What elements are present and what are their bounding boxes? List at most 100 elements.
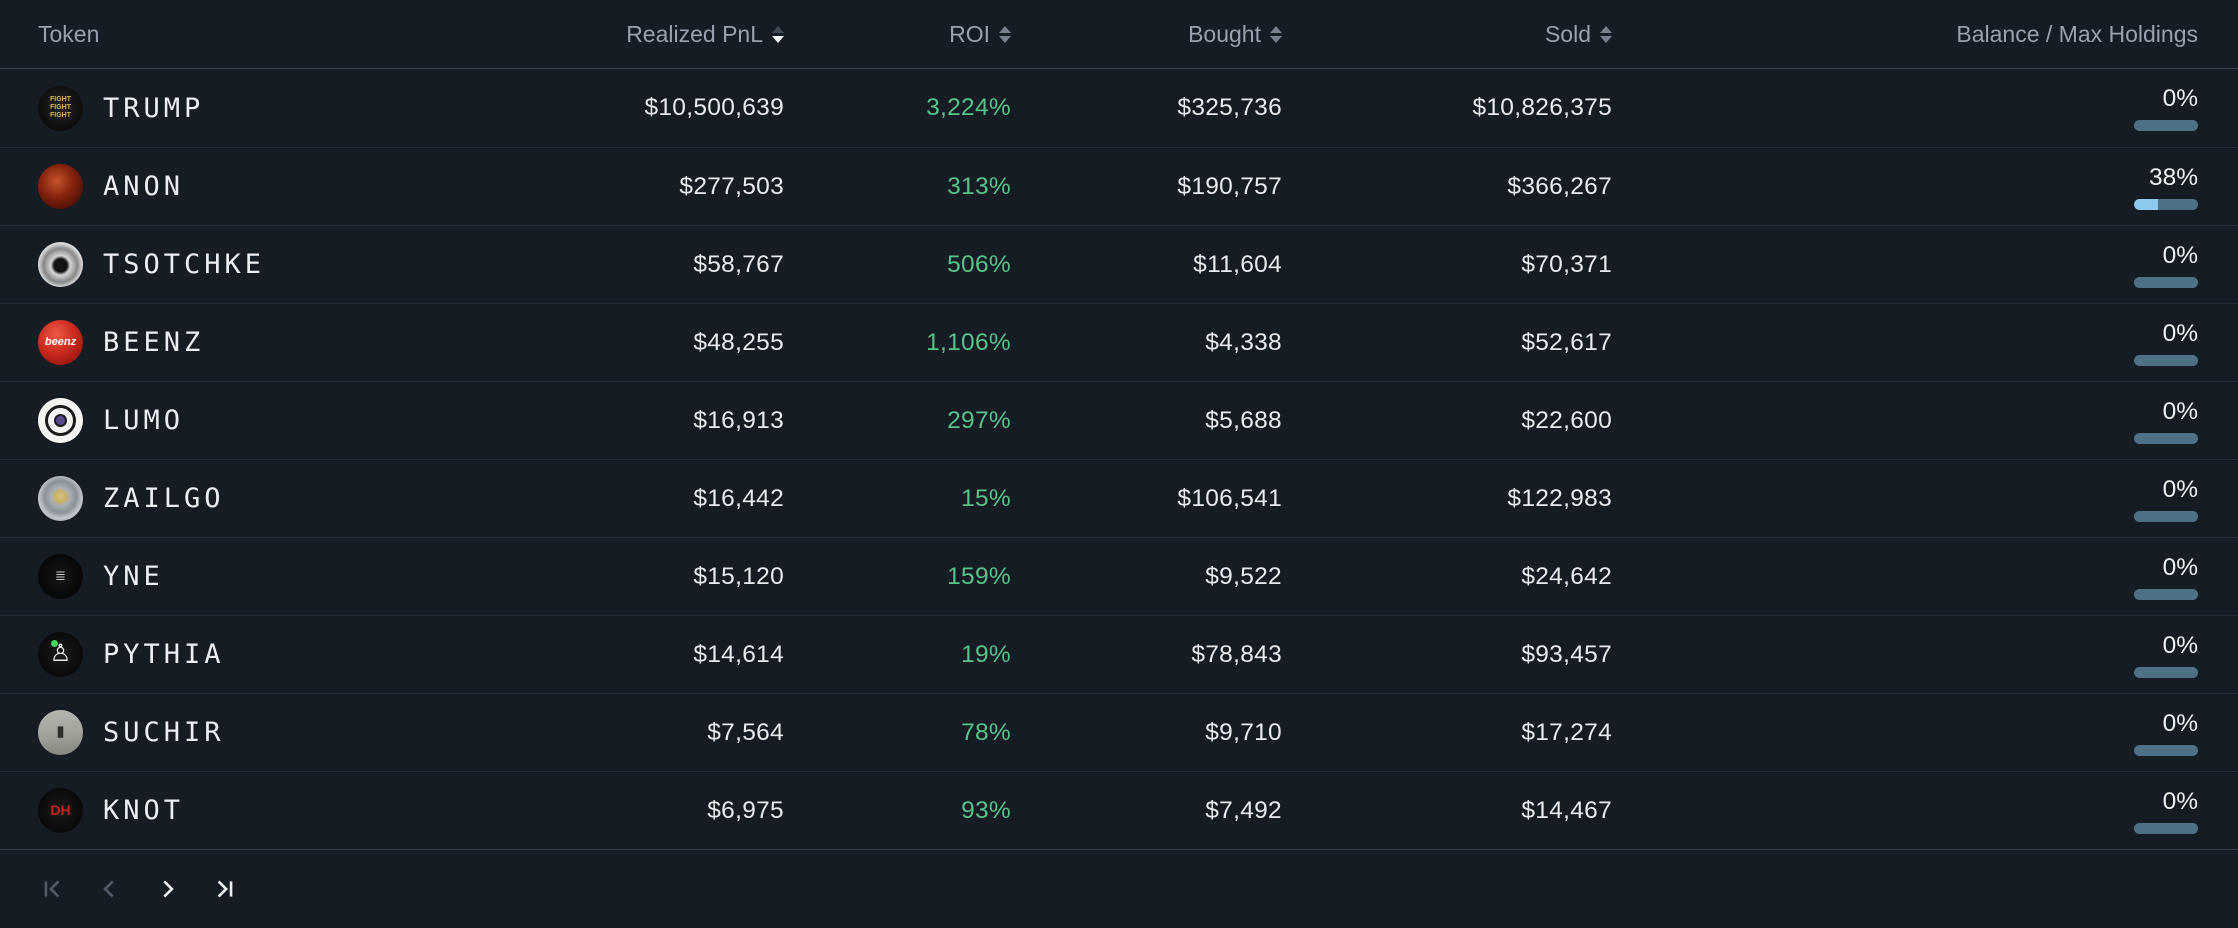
token-icon	[38, 398, 83, 443]
roi-value: 19%	[961, 640, 1011, 668]
roi-value: 93%	[961, 796, 1011, 824]
balance-cell: 38%	[1612, 164, 2198, 210]
token-cell: DH KNOT	[38, 788, 438, 833]
sold-value: $70,371	[1521, 250, 1612, 278]
realized-pnl-value: $14,614	[693, 640, 784, 668]
token-cell: LUMO	[38, 398, 438, 443]
table-row[interactable]: ≣ YNE $15,120 159% $9,522 $24,642 0%	[0, 537, 2238, 615]
bought-value: $106,541	[1177, 484, 1282, 512]
token-icon	[38, 476, 83, 521]
column-header-balance-max-holdings: Balance / Max Holdings	[1612, 21, 2198, 48]
balance-bar	[2134, 666, 2198, 678]
table-row[interactable]: TSOTCHKE $58,767 506% $11,604 $70,371 0%	[0, 225, 2238, 303]
column-header-label: Bought	[1188, 20, 1261, 47]
roi-value: 78%	[961, 718, 1011, 746]
token-cell: ▮ SUCHIR	[38, 710, 438, 755]
sort-icon	[1270, 25, 1282, 43]
sold-value: $14,467	[1521, 796, 1612, 824]
prev-page-button[interactable]	[97, 876, 123, 902]
column-header-token: Token	[38, 21, 438, 48]
sold-value: $366,267	[1507, 172, 1612, 200]
table-row[interactable]: ZAILGO $16,442 15% $106,541 $122,983 0%	[0, 459, 2238, 537]
balance-bar	[2134, 588, 2198, 600]
balance-cell: 0%	[1612, 242, 2198, 288]
token-cell: ZAILGO	[38, 476, 438, 521]
token-cell: ≣ YNE	[38, 554, 438, 599]
table-row[interactable]: ▮ SUCHIR $7,564 78% $9,710 $17,274 0%	[0, 693, 2238, 771]
balance-percent: 0%	[2162, 241, 2198, 269]
realized-pnl-value: $15,120	[693, 562, 784, 590]
bought-value: $78,843	[1191, 640, 1282, 668]
column-header-label: Balance / Max Holdings	[1956, 20, 2198, 47]
next-page-button[interactable]	[154, 876, 180, 902]
token-cell: ANON	[38, 164, 438, 209]
chevron-left-icon	[103, 880, 114, 898]
roi-value: 297%	[947, 406, 1011, 434]
realized-pnl-value: $6,975	[707, 796, 784, 824]
balance-percent: 0%	[2162, 631, 2198, 659]
sold-value: $122,983	[1507, 484, 1612, 512]
sort-icon	[1600, 25, 1612, 43]
token-name: TSOTCHKE	[103, 249, 266, 280]
realized-pnl-value: $16,442	[693, 484, 784, 512]
balance-cell: 0%	[1612, 554, 2198, 600]
table-row[interactable]: ♙ PYTHIA $14,614 19% $78,843 $93,457 0%	[0, 615, 2238, 693]
column-header-label: Realized PnL	[626, 20, 763, 47]
balance-cell: 0%	[1612, 398, 2198, 444]
balance-percent: 0%	[2162, 709, 2198, 737]
token-name: BEENZ	[103, 327, 205, 358]
column-header-label: Token	[38, 20, 100, 47]
pagination	[0, 849, 2238, 928]
realized-pnl-value: $10,500,639	[644, 94, 784, 121]
balance-cell: 0%	[1612, 632, 2198, 678]
balance-bar	[2134, 276, 2198, 288]
balance-bar	[2134, 432, 2198, 444]
realized-pnl-value: $16,913	[693, 406, 784, 434]
bought-value: $9,710	[1205, 718, 1282, 746]
column-header-roi[interactable]: ROI	[784, 21, 1011, 48]
table-row[interactable]: DH KNOT $6,975 93% $7,492 $14,467 0%	[0, 771, 2238, 849]
first-page-button[interactable]	[40, 876, 66, 902]
chevron-right-icon	[163, 880, 174, 898]
token-name: TRUMP	[103, 92, 205, 124]
sold-value: $17,274	[1521, 718, 1612, 746]
roi-value: 506%	[947, 250, 1011, 278]
roi-value: 1,106%	[926, 328, 1011, 356]
table-row[interactable]: beenz BEENZ $48,255 1,106% $4,338 $52,61…	[0, 303, 2238, 381]
balance-percent: 0%	[2162, 397, 2198, 425]
column-header-sold[interactable]: Sold	[1282, 21, 1612, 48]
table-header: Token Realized PnL ROI Bought Sold Balan…	[0, 0, 2238, 69]
roi-value: 313%	[947, 172, 1011, 200]
balance-bar-fill	[2134, 198, 2159, 210]
token-icon: beenz	[38, 320, 83, 365]
token-cell: FIGHT FIGHT FIGHT TRUMP	[38, 85, 438, 131]
column-header-bought[interactable]: Bought	[1011, 21, 1282, 48]
bought-value: $7,492	[1205, 796, 1282, 824]
column-header-realized-pnl[interactable]: Realized PnL	[438, 21, 784, 48]
last-page-button[interactable]	[211, 876, 237, 902]
token-name: LUMO	[103, 405, 185, 436]
sold-value: $24,642	[1521, 562, 1612, 590]
balance-cell: 0%	[1612, 788, 2198, 834]
balance-cell: 0%	[1612, 85, 2198, 131]
token-icon: DH	[38, 788, 83, 833]
table-row[interactable]: ANON $277,503 313% $190,757 $366,267 38%	[0, 147, 2238, 225]
bought-value: $9,522	[1205, 562, 1282, 590]
table-row[interactable]: FIGHT FIGHT FIGHT TRUMP $10,500,639 3,22…	[0, 69, 2238, 147]
balance-percent: 0%	[2162, 553, 2198, 581]
column-header-label: ROI	[949, 20, 990, 47]
sold-value: $10,826,375	[1472, 94, 1612, 121]
table-body: FIGHT FIGHT FIGHT TRUMP $10,500,639 3,22…	[0, 69, 2238, 849]
balance-percent: 0%	[2162, 319, 2198, 347]
token-cell: TSOTCHKE	[38, 242, 438, 287]
table-row[interactable]: LUMO $16,913 297% $5,688 $22,600 0%	[0, 381, 2238, 459]
bought-value: $4,338	[1205, 328, 1282, 356]
bought-value: $5,688	[1205, 406, 1282, 434]
bought-value: $190,757	[1177, 172, 1282, 200]
token-cell: beenz BEENZ	[38, 320, 438, 365]
balance-bar	[2134, 510, 2198, 522]
token-name: SUCHIR	[103, 717, 225, 748]
token-name: PYTHIA	[103, 639, 225, 670]
token-name: KNOT	[103, 795, 185, 826]
bought-value: $325,736	[1177, 94, 1282, 121]
